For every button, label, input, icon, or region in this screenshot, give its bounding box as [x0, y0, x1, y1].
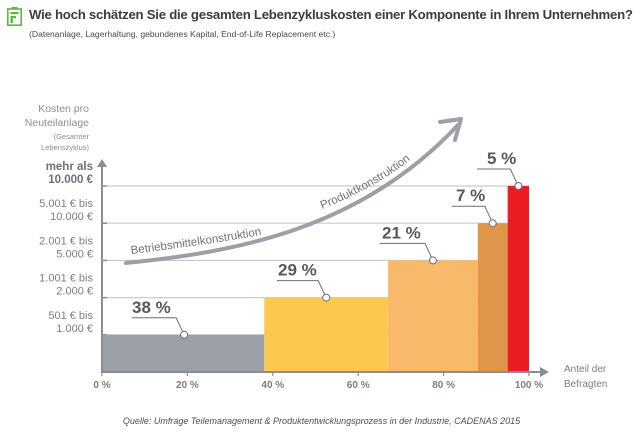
- value-label: 7 %: [456, 186, 485, 205]
- y-tick-label: 10.000 €: [50, 211, 93, 223]
- chart-title: Wie hoch schätzen Sie die gesamten Leben…: [29, 7, 633, 22]
- bar: [102, 334, 265, 372]
- x-axis-title-line1: Anteil der: [564, 364, 607, 375]
- growth-arrow-line: [124, 123, 460, 265]
- label-dot: [488, 219, 497, 228]
- x-tick-label: 80 %: [432, 380, 455, 391]
- y-axis-note-line2: Lebenszyklus): [41, 143, 89, 152]
- y-tick-label: 10.000 €: [48, 174, 93, 186]
- y-tick-label: 1.001 € bis: [39, 273, 93, 285]
- bar: [264, 297, 389, 372]
- y-tick-label: 2.000 €: [56, 286, 93, 298]
- x-tick-label: 100 %: [515, 380, 543, 391]
- label-dot: [322, 293, 331, 302]
- x-tick-label: 40 %: [261, 380, 284, 391]
- y-tick-label: 501 € bis: [48, 310, 93, 322]
- value-labels: 38 % 29 % 21 % 7 %5 %: [132, 149, 523, 339]
- chart-subtitle: (Datenanlage, Lagerhaltung, gebundenes K…: [29, 29, 336, 39]
- x-tick-label: 20 %: [176, 380, 199, 391]
- curve-label-produkt: Produktkonstruktion: [319, 153, 413, 212]
- label-dot: [180, 330, 189, 339]
- value-label: 38 %: [132, 298, 171, 317]
- label-leader: [452, 205, 494, 224]
- y-axis-arrow-icon: [97, 159, 107, 167]
- label-leader: [132, 317, 185, 336]
- y-axis-title-line1: Kosten pro: [38, 103, 89, 115]
- y-tick-label: 1.000 €: [56, 323, 93, 335]
- label-dot: [514, 182, 523, 190]
- y-axis-note-line1: (Gesamter: [54, 132, 90, 141]
- document-form-icon: [7, 7, 22, 26]
- value-label: 5 %: [487, 149, 516, 168]
- x-axis-title-line2: Befragten: [564, 379, 607, 390]
- y-tick-label: 5.001 € bis: [39, 198, 93, 210]
- x-tick-label: 0 %: [93, 380, 110, 391]
- x-axis: [101, 367, 549, 377]
- y-tick-label: 2.001 € bis: [39, 235, 93, 247]
- bar: [477, 223, 508, 372]
- label-dot: [428, 256, 437, 265]
- bars: [102, 186, 529, 372]
- label-leader: [380, 242, 434, 261]
- y-tick-label: 5.000 €: [56, 248, 93, 260]
- x-axis-arrow-icon: [540, 367, 549, 377]
- y-tick-label: mehr als: [46, 161, 93, 173]
- bar: [507, 186, 529, 372]
- y-axis-title-line2: Neuteilanlage: [25, 117, 89, 129]
- value-label: 29 %: [278, 261, 317, 280]
- x-tick-label: 60 %: [347, 380, 370, 391]
- label-leader: [477, 168, 519, 187]
- growth-arrow-head: [438, 117, 463, 142]
- y-axis: [97, 159, 107, 372]
- value-label: 21 %: [382, 223, 421, 242]
- bar: [388, 260, 478, 372]
- label-leader: [277, 280, 327, 298]
- source-note: Quelle: Umfrage Teilemanagement & Produk…: [122, 416, 521, 426]
- x-ticks: 0 % 20 % 40 % 60 % 80 % 100 %: [93, 372, 543, 391]
